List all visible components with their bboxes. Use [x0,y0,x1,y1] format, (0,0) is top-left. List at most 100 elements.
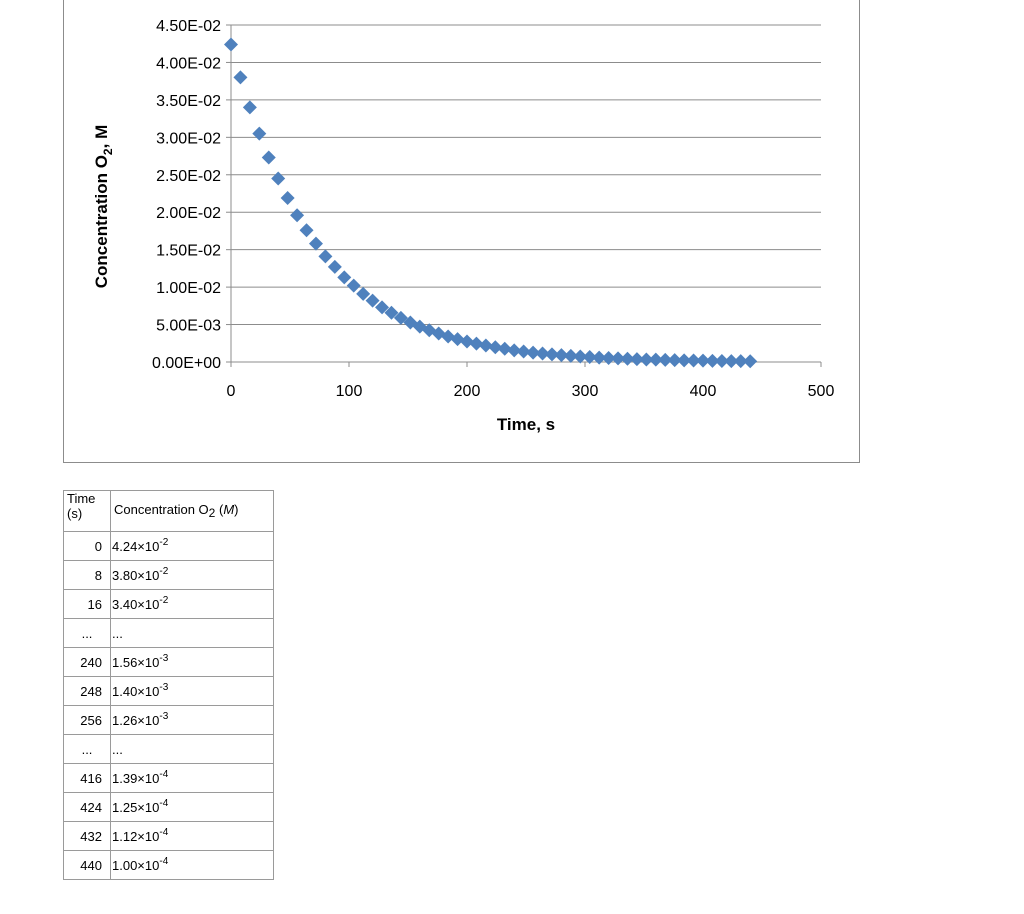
y-tick-label: 2.00E-02 [156,205,221,222]
y-tick-label: 0.00E+00 [152,355,221,372]
concentration-cell: 1.39×10-4 [110,763,274,793]
concentration-mantissa: ... [112,741,123,757]
y-axis-title-subscript: 2 [101,148,115,155]
data-point [677,353,692,368]
time-cell: 248 [63,676,111,706]
data-point [375,300,390,315]
concentration-cell: 4.24×10-2 [110,531,274,561]
y-axis-title-tail: , M [92,125,111,149]
axes [226,24,822,367]
concentration-exponent: -4 [159,826,169,838]
data-point [743,354,758,369]
x-tick-label: 400 [690,383,717,400]
header-concentration-main: Concentration O [114,501,209,517]
table-row: 16 3.40×10-2 [63,589,274,619]
data-point [620,351,635,366]
x-tick-label: 500 [808,383,835,400]
concentration-cell: ... [110,734,274,764]
data-point [299,223,314,238]
data-point [696,353,710,368]
concentration-exponent: -2 [159,594,169,606]
header-concentration-unit: M [223,501,235,517]
data-point [573,349,588,364]
data-point [337,270,352,285]
data-point [393,310,408,325]
data-point [554,348,569,363]
data-point [639,352,654,367]
concentration-exponent: -4 [159,855,169,867]
concentration-exponent: -3 [159,652,169,664]
x-tick-label: 200 [454,383,481,400]
concentration-exponent: -3 [159,710,169,722]
time-cell: 432 [63,821,111,851]
data-point [469,336,484,351]
x-tick-labels: 0 100 200 300 400 500 [227,383,835,400]
data-point [526,345,541,360]
concentration-cell: 1.26×10-3 [110,705,274,735]
data-point [460,334,474,349]
concentration-mantissa: ... [112,625,123,641]
data-point [450,332,465,347]
data-point [478,338,493,353]
header-time: Time (s) [63,490,111,532]
data-point [686,353,701,368]
table-body: 0 4.24×10-2 8 3.80×10-2 16 3.40×10-2...... 240… [63,531,274,880]
grid-lines [231,24,821,326]
concentration-cell: 1.00×10-4 [110,850,274,880]
y-tick-label: 2.50E-02 [156,168,221,185]
data-point [724,354,739,369]
table-row: 432 1.12×10-4 [63,821,274,851]
data-point [611,351,626,366]
data-point [592,350,607,365]
data-point [658,352,673,367]
data-point [271,171,286,186]
time-cell: 416 [63,763,111,793]
concentration-cell: 3.40×10-2 [110,589,274,619]
concentration-cell: 3.80×10-2 [110,560,274,590]
time-cell: ... [63,734,111,764]
time-cell: 16 [63,589,111,619]
table-row: 248 1.40×10-3 [63,676,274,706]
concentration-cell: 1.12×10-4 [110,821,274,851]
data-point [242,100,257,115]
y-tick-label: 1.00E-02 [156,280,221,297]
data-point [318,249,333,264]
table-row: 240 1.56×10-3 [63,647,274,677]
header-concentration-subscript: 2 [208,505,216,520]
y-tick-label: 1.50E-02 [156,243,221,260]
data-point [233,70,248,85]
data-point [252,126,267,141]
data-point [308,236,323,251]
y-tick-label: 4.50E-02 [156,18,221,35]
y-tick-label: 5.00E-03 [156,318,221,335]
table-row: 416 1.39×10-4 [63,763,274,793]
data-point [705,353,720,368]
data-point [516,344,531,359]
concentration-exponent: -2 [159,565,169,577]
concentration-cell: 1.56×10-3 [110,647,274,677]
time-cell: 256 [63,705,111,735]
data-point [280,190,295,205]
concentration-mantissa: 1.25×10 [112,799,160,815]
data-point [488,340,503,355]
concentration-mantissa: 3.80×10 [112,567,160,583]
chart-frame: 0.00E+00 5.00E-03 1.00E-02 1.50E-02 2.00E-02… [63,0,860,463]
y-tick-labels: 0.00E+00 5.00E-03 1.00E-02 1.50E-02 2.00E-02… [152,18,221,372]
data-points [224,37,758,369]
concentration-cell: ... [110,618,274,648]
data-point [507,343,522,358]
time-cell: ... [63,618,111,648]
time-cell: 8 [63,560,111,590]
table-row: ...... [63,618,274,648]
x-axis-title: Time, s [497,415,555,434]
concentration-mantissa: 1.00×10 [112,857,160,873]
x-tick-label: 100 [336,383,363,400]
data-point [224,37,238,52]
y-tick-label: 3.50E-02 [156,93,221,110]
data-point [733,354,748,369]
table-header-row: Time (s) Concentration O2 (M) [63,490,274,532]
y-tick-label: 4.00E-02 [156,55,221,72]
table-row: ...... [63,734,274,764]
concentration-mantissa: 1.12×10 [112,828,160,844]
table-row: 0 4.24×10-2 [63,531,274,561]
